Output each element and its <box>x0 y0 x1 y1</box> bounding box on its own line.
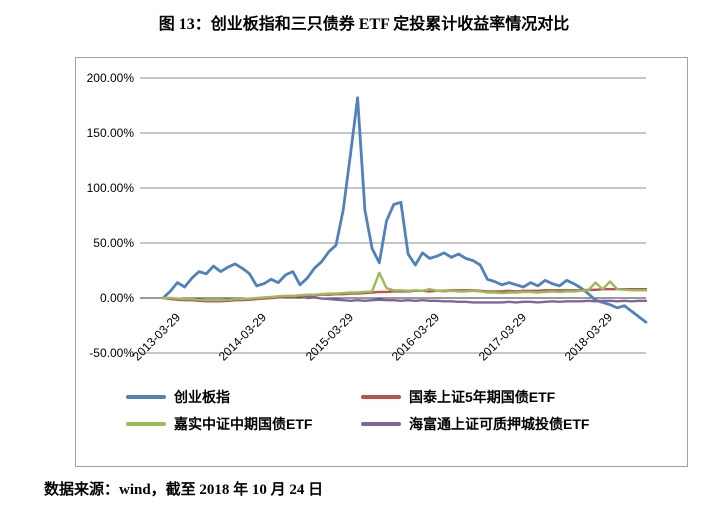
legend-item-chinext: 创业板指 <box>126 390 361 404</box>
line-chart: 200.00% 150.00% 100.00% 50.00% 0.00% -50… <box>87 71 648 364</box>
legend-item-guotai-treasury-etf: 国泰上证5年期国债ETF <box>361 390 589 404</box>
legend-label: 海富通上证可质押城投债ETF <box>409 416 590 432</box>
x-tick: 2016-03-29 <box>389 310 443 364</box>
legend-swatch-haifutong <box>361 422 401 426</box>
y-tick: -50.00% <box>89 346 134 360</box>
legend-label: 创业板指 <box>174 389 230 405</box>
legend-item-jiashi-treasury-etf: 嘉实中证中期国债ETF <box>126 417 361 431</box>
legend-swatch-chinext <box>126 395 166 399</box>
series-line-jiashi-etf <box>161 271 648 302</box>
figure-title: 图 13：创业板指和三只债券 ETF 定投累计收益率情况对比 <box>158 16 570 33</box>
y-tick: 50.00% <box>93 236 134 250</box>
series-line-chinext <box>161 96 648 324</box>
x-tick: 2015-03-29 <box>303 310 357 364</box>
y-axis-labels: 200.00% 150.00% 100.00% 50.00% 0.00% -50… <box>87 71 135 360</box>
y-tick: 100.00% <box>87 181 135 195</box>
legend-label: 嘉实中证中期国债ETF <box>174 416 313 432</box>
y-tick: 150.00% <box>87 126 135 140</box>
chart-frame: 200.00% 150.00% 100.00% 50.00% 0.00% -50… <box>75 57 688 467</box>
legend-swatch-guotai <box>361 395 401 399</box>
x-tick: 2014-03-29 <box>216 310 270 364</box>
legend-item-haifutong-bond-etf: 海富通上证可质押城投债ETF <box>361 417 589 431</box>
x-tick: 2018-03-29 <box>562 310 616 364</box>
data-source-note: 数据来源：wind，截至 2018 年 10 月 24 日 <box>44 482 324 498</box>
legend-swatch-jiashi <box>126 422 166 426</box>
x-tick: 2017-03-29 <box>476 310 530 364</box>
x-axis-labels: 2013-03-29 2014-03-29 2015-03-29 2016-03… <box>130 310 616 364</box>
x-tick: 2013-03-29 <box>130 310 184 364</box>
chart-legend: 创业板指 国泰上证5年期国债ETF 嘉实中证中期国债ETF 海富通上证可质押城投… <box>126 390 589 431</box>
y-tick: 0.00% <box>100 291 134 305</box>
series-line-haifutong-etf <box>305 296 648 304</box>
series-lines <box>161 96 648 324</box>
gridlines <box>140 77 646 354</box>
legend-label: 国泰上证5年期国债ETF <box>409 389 556 405</box>
y-tick: 200.00% <box>87 71 135 85</box>
